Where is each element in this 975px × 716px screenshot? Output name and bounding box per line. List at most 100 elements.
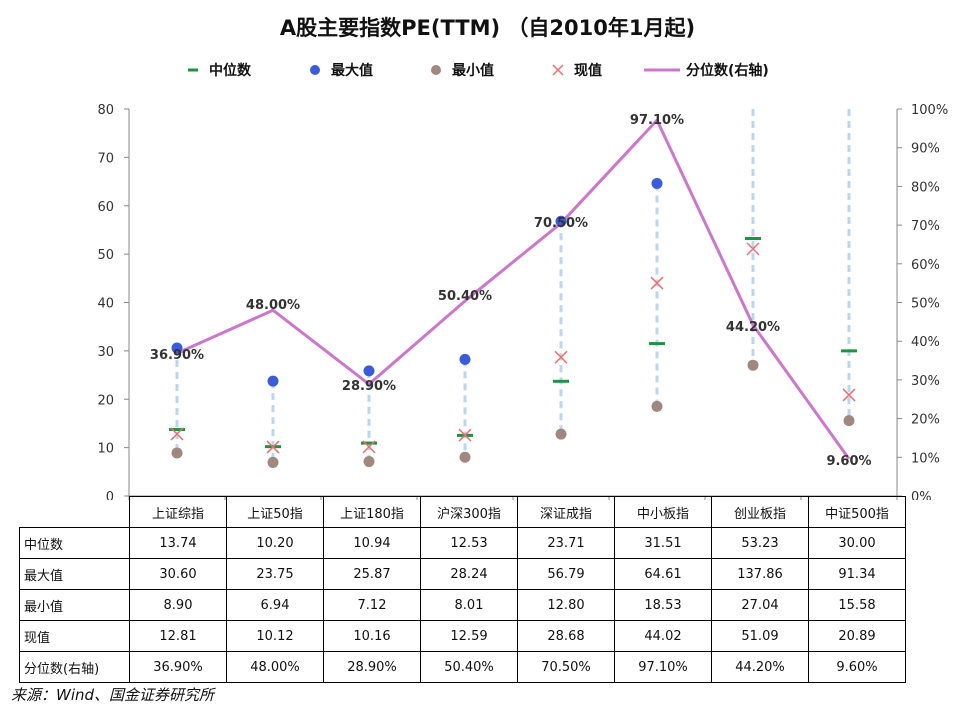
current-mark-b	[170, 427, 184, 441]
left-tick-label: 40	[97, 297, 114, 312]
table-row: 中位数 13.74 10.20 10.94 12.53 23.71 31.51 53.23 30…	[19, 527, 906, 559]
table-cell: 23.75	[226, 558, 324, 590]
category-header: 中小板指	[614, 496, 712, 528]
left-tick-label: 30	[97, 345, 114, 360]
table-corner	[19, 496, 130, 528]
table-cell: 28.68	[517, 620, 615, 652]
table-cell: 15.58	[808, 589, 906, 621]
min-point	[747, 359, 759, 371]
table-cell: 23.71	[517, 527, 615, 559]
min-point	[171, 447, 183, 459]
table-row: 现值 12.81 10.12 10.16 12.59 28.68 44.02 51.09 20.…	[19, 620, 906, 652]
current-mark-b	[266, 440, 280, 454]
right-tick-label: 30%	[911, 374, 940, 389]
table-row: 最小值 8.90 6.94 7.12 8.01 12.80 18.53 27.04 15.58	[19, 589, 906, 621]
category-header: 上证180指	[323, 496, 421, 528]
legend-min-symbol	[431, 65, 441, 75]
table-cell: 28.90%	[323, 651, 421, 683]
current-mark-b	[458, 428, 472, 442]
row-label: 分位数(右轴)	[19, 651, 130, 683]
left-tick-label: 10	[97, 442, 114, 457]
table-row: 分位数(右轴) 36.90% 48.00% 28.90% 50.40% 70.50% 97.…	[19, 651, 906, 683]
row-label: 最小值	[19, 589, 130, 621]
table-cell: 28.24	[420, 558, 518, 590]
table-cell: 10.16	[323, 620, 421, 652]
left-tick-label: 80	[97, 103, 114, 118]
legend-current-symbol-b	[552, 64, 564, 76]
table-cell: 13.74	[129, 527, 227, 559]
table-cell: 10.12	[226, 620, 324, 652]
left-tick-label: 0	[106, 490, 114, 500]
table-cell: 44.20%	[711, 651, 809, 683]
table-cell: 30.60	[129, 558, 227, 590]
percentile-label: 36.90%	[150, 348, 204, 363]
category-header: 上证综指	[129, 496, 227, 528]
table-cell: 6.94	[226, 589, 324, 621]
table-cell: 18.53	[614, 589, 712, 621]
min-point	[843, 415, 855, 427]
percentile-label: 9.60%	[826, 454, 871, 469]
percentile-line	[176, 118, 851, 460]
table-cell: 8.90	[129, 589, 227, 621]
table-cell: 70.50%	[517, 651, 615, 683]
table-cell: 9.60%	[808, 651, 906, 683]
table-cell: 56.79	[517, 558, 615, 590]
table-cell: 31.51	[614, 527, 712, 559]
percentile-line-group	[176, 118, 851, 460]
chart-legend: 中位数 最大值 最小值 现值 分位数(右轴)	[188, 62, 769, 79]
min-point	[555, 428, 567, 440]
percentile-label: 48.00%	[246, 298, 300, 313]
max-point	[459, 353, 471, 365]
max-point	[555, 215, 567, 227]
pe-chart: 中位数 最大值 最小值 现值 分位数(右轴) 0 10 20 30 40 50 60 70 80 0% 10…	[97, 62, 948, 500]
max-point	[363, 365, 375, 377]
table-cell: 12.81	[129, 620, 227, 652]
legend-label: 现值	[574, 62, 602, 79]
percentile-label: 50.40%	[438, 289, 492, 304]
right-tick-label: 20%	[911, 413, 940, 428]
left-tick-label: 60	[97, 200, 114, 215]
table-header-row: 上证综指 上证50指 上证180指 沪深300指 深证成指 中小板指 创业板指 中证500指	[19, 496, 906, 528]
left-tick-label: 70	[97, 151, 114, 166]
table-cell: 30.00	[808, 527, 906, 559]
row-label: 现值	[19, 620, 130, 652]
right-tick-label: 100%	[911, 103, 948, 118]
right-tick-label: 70%	[911, 219, 940, 234]
max-point	[651, 177, 663, 189]
category-header: 创业板指	[711, 496, 809, 528]
percentile-labels: 36.90% 48.00% 28.90% 50.40% 70.50% 97.10% 44.2…	[150, 113, 872, 469]
right-tick-label: 0%	[911, 490, 932, 500]
table-cell: 97.10%	[614, 651, 712, 683]
table-cell: 10.94	[323, 527, 421, 559]
max-point	[171, 342, 183, 354]
right-tick-label: 90%	[911, 142, 940, 157]
legend-label: 最大值	[331, 62, 373, 79]
legend-max-symbol	[310, 65, 320, 75]
table-cell: 20.89	[808, 620, 906, 652]
legend-label: 中位数	[209, 62, 252, 79]
right-tick-label: 10%	[911, 451, 940, 466]
table-cell: 10.20	[226, 527, 324, 559]
left-tick-label: 20	[97, 393, 114, 408]
table-cell: 36.90%	[129, 651, 227, 683]
table-row: 最大值 30.60 23.75 25.87 28.24 56.79 64.61 137.86 9…	[19, 558, 906, 590]
right-tick-label: 40%	[911, 335, 940, 350]
table-cell: 12.59	[420, 620, 518, 652]
percentile-label: 97.10%	[630, 113, 684, 128]
min-point	[363, 456, 375, 468]
chart-marks	[169, 177, 857, 468]
range-lines	[175, 109, 851, 463]
current-mark-b	[842, 388, 856, 402]
category-header: 中证500指	[808, 496, 906, 528]
data-table: 上证综指 上证50指 上证180指 沪深300指 深证成指 中小板指 创业板指 中证500指 …	[19, 496, 906, 683]
percentile-label: 28.90%	[342, 379, 396, 394]
table-cell: 25.87	[323, 558, 421, 590]
max-point	[267, 375, 279, 387]
table-cell: 27.04	[711, 589, 809, 621]
right-tick-label: 80%	[911, 180, 940, 195]
current-mark-b	[650, 276, 664, 290]
table-cell: 50.40%	[420, 651, 518, 683]
right-tick-label: 50%	[911, 297, 940, 312]
row-label: 中位数	[19, 527, 130, 559]
current-mark-b	[362, 440, 376, 454]
